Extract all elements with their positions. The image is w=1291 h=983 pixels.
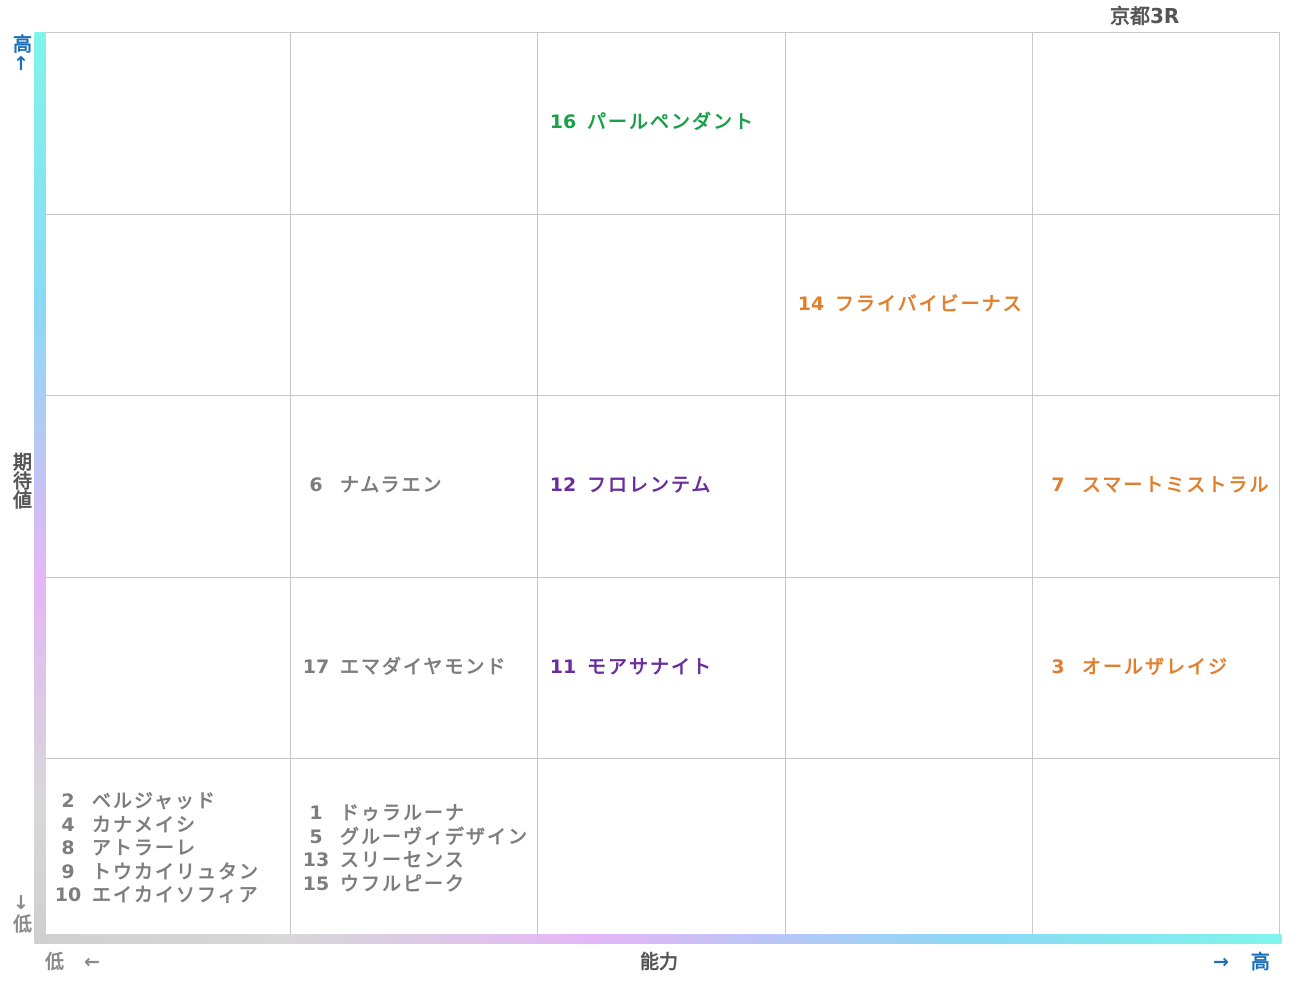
y-axis-gradient-bar: [34, 32, 46, 942]
horse-entry: 11 モアサナイト: [543, 656, 790, 680]
horse-entry: 1 ドゥラルーナ: [296, 802, 543, 826]
horse-entry: 14 フライバイビーナス: [791, 293, 1038, 317]
grid-line-vertical: [290, 32, 291, 940]
horse-entry: 2 ベルジャッド: [48, 790, 295, 814]
x-axis-low-label: 低 ←: [45, 951, 100, 973]
horse-entry: 13 スリーセンス: [296, 849, 543, 873]
horse-entry: 8 アトラーレ: [48, 837, 295, 861]
grid-line-vertical: [537, 32, 538, 940]
horse-entry: 5 グルーヴィデザイン: [296, 826, 543, 850]
horse-name: ウフルピーク: [340, 872, 467, 895]
horse-name: トウカイリュタン: [92, 860, 261, 883]
horse-number: 9: [61, 860, 75, 883]
horse-entry: 7 スマートミストラル: [1038, 474, 1285, 498]
grid-cell: 7 スマートミストラル: [1038, 395, 1285, 577]
horse-name: スリーセンス: [340, 849, 466, 871]
horse-name: エイカイソフィア: [92, 884, 260, 907]
horse-entry: 17 エマダイヤモンド: [296, 656, 543, 680]
grid-cell: 3 オールザレイジ: [1038, 577, 1285, 759]
horse-number: 1: [309, 802, 323, 824]
horse-entry: 6 ナムラエン: [296, 474, 543, 498]
horse-number: 14: [797, 293, 825, 316]
horse-name: モアサナイト: [587, 656, 714, 679]
horse-number: 12: [549, 474, 577, 497]
horse-number: 3: [1051, 656, 1065, 679]
horse-number: 2: [61, 790, 75, 813]
horse-name: カナメイシ: [92, 813, 198, 836]
grid-line-horizontal: [42, 32, 1280, 33]
right-arrow-icon: →: [1213, 951, 1229, 973]
x-axis-gradient-bar: [34, 934, 1282, 944]
horse-name: オールザレイジ: [1082, 656, 1230, 679]
horse-name: アトラーレ: [92, 837, 198, 860]
horse-number: 8: [61, 837, 75, 860]
horse-entry: 9 トウカイリュタン: [48, 861, 295, 885]
y-axis-high-label: 高↑: [10, 34, 32, 75]
y-axis-title: 期待値: [10, 452, 32, 509]
grid-line-vertical: [1032, 32, 1033, 940]
y-axis-low-label: ↓低: [10, 892, 32, 933]
horse-number: 6: [309, 474, 323, 497]
horse-number: 13: [302, 849, 330, 871]
horse-number: 16: [549, 111, 577, 134]
grid-cell: 2 ベルジャッド 4 カナメイシ 8 アトラーレ 9 トウカイリュタン 10 エイカイソフィア: [48, 758, 295, 940]
horse-entry: 16 パールペンダント: [543, 111, 790, 135]
horse-entry: 3 オールザレイジ: [1038, 656, 1285, 680]
grid-cell: 12 フロレンテム: [543, 395, 790, 577]
grid-cell: 16 パールペンダント: [543, 32, 790, 214]
grid-line-horizontal: [42, 214, 1280, 215]
horse-name: フライバイビーナス: [835, 293, 1024, 316]
horse-name: パールペンダント: [587, 111, 756, 134]
quadrant-grid: 16 パールペンダント 14 フライバイビーナス 6 ナムラエン 12 フロレンテム 7 スマート…: [42, 32, 1280, 940]
horse-number: 4: [61, 813, 75, 836]
horse-name: エマダイヤモンド: [340, 656, 508, 679]
horse-entry: 4 カナメイシ: [48, 814, 295, 838]
horse-name: ベルジャッド: [92, 790, 218, 813]
horse-name: ドゥラルーナ: [340, 802, 467, 824]
horse-name: フロレンテム: [587, 474, 713, 497]
horse-entry: 10 エイカイソフィア: [48, 884, 295, 908]
horse-entry: 15 ウフルピーク: [296, 873, 543, 897]
horse-entry: 12 フロレンテム: [543, 474, 790, 498]
grid-line-vertical: [1279, 32, 1280, 940]
grid-line-horizontal: [42, 758, 1280, 759]
horse-number: 15: [302, 872, 330, 895]
grid-cell: 1 ドゥラルーナ 5 グルーヴィデザイン 13 スリーセンス 15 ウフルピーク: [296, 758, 543, 940]
horse-name: スマートミストラル: [1082, 474, 1271, 497]
horse-name: ナムラエン: [340, 474, 444, 497]
horse-number: 5: [309, 825, 323, 848]
grid-line-horizontal: [42, 577, 1280, 578]
race-title: 京都3R: [1110, 4, 1180, 28]
horse-number: 11: [549, 656, 577, 679]
down-arrow-icon: ↓: [10, 892, 32, 914]
x-axis-high-label: → 高: [1213, 951, 1270, 973]
horse-name: グルーヴィデザイン: [340, 825, 530, 848]
left-arrow-icon: ←: [84, 951, 100, 973]
up-arrow-icon: ↑: [10, 53, 32, 75]
grid-cell: 14 フライバイビーナス: [791, 214, 1038, 396]
grid-line-horizontal: [42, 395, 1280, 396]
grid-cell: 11 モアサナイト: [543, 577, 790, 759]
x-axis-title: 能力: [640, 951, 679, 973]
horse-number: 7: [1051, 474, 1065, 497]
horse-number: 10: [54, 884, 82, 907]
horse-number: 17: [302, 656, 330, 679]
grid-line-vertical: [785, 32, 786, 940]
grid-cell: 6 ナムラエン: [296, 395, 543, 577]
grid-cell: 17 エマダイヤモンド: [296, 577, 543, 759]
